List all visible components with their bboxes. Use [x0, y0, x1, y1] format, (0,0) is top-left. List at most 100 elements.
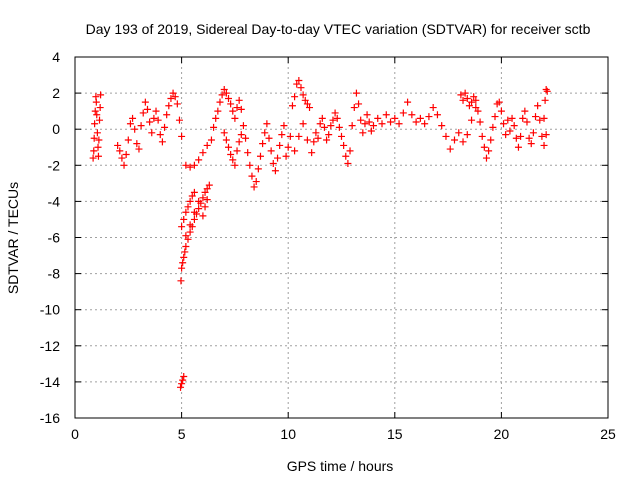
data-point: [182, 161, 190, 169]
data-point: [190, 208, 198, 216]
data-point: [118, 154, 126, 162]
data-point: [233, 104, 241, 112]
data-point: [154, 116, 162, 124]
data-point: [367, 127, 375, 135]
data-point: [468, 116, 476, 124]
data-point: [517, 132, 525, 140]
data-point: [248, 172, 256, 180]
data-point: [235, 138, 243, 146]
data-point: [120, 161, 128, 169]
data-point: [190, 188, 198, 196]
data-point: [480, 143, 488, 151]
data-point: [301, 96, 309, 104]
data-point: [186, 228, 194, 236]
data-point: [540, 141, 548, 149]
data-point: [181, 248, 189, 256]
data-point: [529, 129, 537, 137]
data-point: [222, 89, 230, 97]
data-point: [178, 380, 186, 388]
data-point: [314, 134, 322, 142]
data-point: [541, 96, 549, 104]
data-point: [308, 149, 316, 157]
data-point: [201, 203, 209, 211]
data-point: [329, 116, 337, 124]
data-point: [320, 123, 328, 131]
data-point: [506, 127, 514, 135]
data-point: [143, 105, 151, 113]
data-point: [129, 114, 137, 122]
data-point: [179, 376, 187, 384]
data-point: [335, 123, 343, 131]
data-point: [278, 131, 286, 139]
data-point: [165, 102, 173, 110]
data-point: [190, 215, 198, 223]
data-point: [137, 122, 145, 130]
data-point: [190, 161, 198, 169]
data-point: [280, 122, 288, 130]
data-point: [244, 149, 252, 157]
data-point: [146, 118, 154, 126]
data-point: [361, 120, 369, 128]
data-point: [465, 102, 473, 110]
data-point: [90, 134, 98, 142]
data-point: [237, 105, 245, 113]
data-point: [482, 154, 490, 162]
data-point: [92, 98, 100, 106]
data-point: [203, 141, 211, 149]
data-point: [203, 196, 211, 204]
data-point: [404, 98, 412, 106]
data-point: [470, 93, 478, 101]
data-point: [218, 91, 226, 99]
data-point: [188, 192, 196, 200]
y-tick-label: 0: [52, 121, 60, 137]
data-point: [543, 87, 551, 95]
data-point: [284, 143, 292, 151]
data-point: [532, 113, 540, 121]
data-point: [186, 163, 194, 171]
data-point: [457, 91, 465, 99]
data-point: [135, 145, 143, 153]
data-point: [416, 114, 424, 122]
data-point: [297, 84, 305, 92]
x-tick-label: 25: [600, 426, 616, 442]
data-point: [527, 140, 535, 148]
y-tick-label: 4: [52, 49, 60, 65]
data-point: [150, 114, 158, 122]
data-point: [96, 116, 104, 124]
data-point: [359, 129, 367, 137]
data-point: [210, 123, 218, 131]
data-point: [93, 129, 101, 137]
data-point: [468, 98, 476, 106]
data-point: [229, 107, 237, 115]
data-point: [538, 132, 546, 140]
data-point: [261, 129, 269, 137]
data-point: [96, 104, 104, 112]
y-tick-label: -14: [40, 374, 60, 390]
y-tick-label: -8: [48, 266, 61, 282]
data-point: [352, 89, 360, 97]
data-point: [179, 259, 187, 267]
data-point: [173, 100, 181, 108]
x-axis-label: GPS time / hours: [287, 458, 394, 474]
data-point: [472, 96, 480, 104]
data-point: [246, 161, 254, 169]
data-point: [124, 136, 132, 144]
data-point: [158, 138, 166, 146]
data-point: [178, 264, 186, 272]
data-point: [525, 134, 533, 142]
y-tick-label: -4: [48, 193, 61, 209]
data-point: [152, 107, 160, 115]
data-point: [229, 156, 237, 164]
data-point: [350, 104, 358, 112]
data-point: [303, 100, 311, 108]
data-point: [263, 120, 271, 128]
data-point: [534, 102, 542, 110]
data-point: [344, 159, 352, 167]
x-tick-label: 15: [387, 426, 403, 442]
y-tick-label: 2: [52, 85, 60, 101]
data-point: [94, 152, 102, 160]
data-point: [195, 197, 203, 205]
data-point: [497, 107, 505, 115]
data-point: [504, 116, 512, 124]
data-point: [425, 113, 433, 121]
